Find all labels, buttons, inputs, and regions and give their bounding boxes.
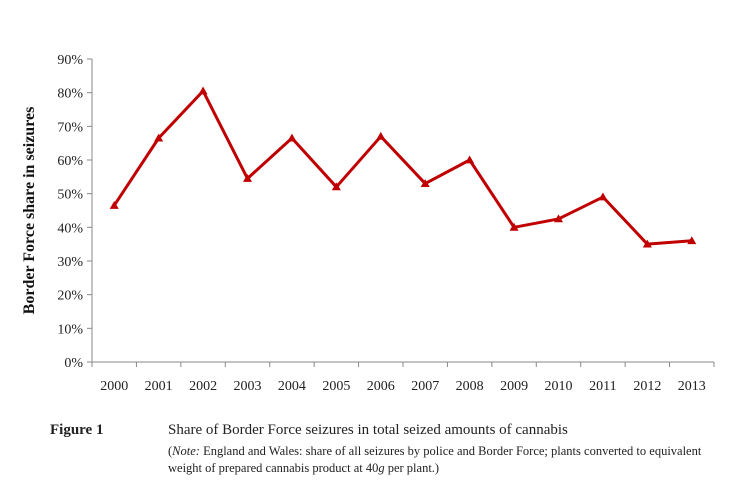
data-point-marker bbox=[420, 179, 430, 187]
data-point-marker bbox=[376, 131, 386, 140]
data-point-marker bbox=[465, 155, 475, 164]
x-tick-label: 2003 bbox=[234, 379, 262, 394]
figure-label: Figure 1 bbox=[50, 422, 104, 438]
y-tick-label: 80% bbox=[57, 87, 83, 102]
y-axis: 0% 10% 20% 30% 40% 50% 60% 70% 80% 90% bbox=[57, 53, 93, 371]
y-tick-label: 20% bbox=[57, 289, 83, 304]
data-point-marker bbox=[243, 174, 252, 182]
series-group bbox=[109, 86, 697, 248]
data-point-marker bbox=[598, 192, 608, 201]
x-tick-label: 2002 bbox=[189, 379, 217, 394]
note-end: per plant.) bbox=[384, 461, 440, 475]
x-tick-label: 2009 bbox=[500, 379, 528, 394]
y-tick-label: 30% bbox=[57, 255, 83, 270]
y-tick-label: 0% bbox=[64, 356, 83, 371]
x-tick-label: 2007 bbox=[411, 379, 439, 394]
note-lead: Note: bbox=[172, 444, 200, 458]
y-tick-label: 90% bbox=[57, 53, 83, 68]
x-tick-label: 2011 bbox=[589, 379, 616, 394]
x-tick-label: 2013 bbox=[678, 379, 706, 394]
x-tick-label: 2005 bbox=[322, 379, 350, 394]
y-tick-label: 60% bbox=[57, 154, 83, 169]
data-point-marker bbox=[287, 133, 297, 142]
x-tick-label: 2000 bbox=[100, 379, 128, 394]
x-tick-label: 2006 bbox=[367, 379, 395, 394]
x-tick-label: 2012 bbox=[633, 379, 661, 394]
data-point-marker bbox=[687, 236, 697, 245]
figure-note: (Note: England and Wales: share of all s… bbox=[168, 443, 728, 477]
x-tick-label: 2010 bbox=[545, 379, 573, 394]
data-point-marker bbox=[554, 214, 563, 223]
y-tick-label: 10% bbox=[57, 322, 83, 337]
data-point-marker bbox=[198, 86, 208, 95]
note-unit: g bbox=[378, 461, 385, 475]
x-tick-label: 2008 bbox=[456, 379, 484, 394]
data-point-marker bbox=[109, 200, 119, 209]
note-open: ( bbox=[168, 444, 173, 458]
x-axis: 2000 2001 2002 2003 2004 2005 2006 2007 2008 2009… bbox=[91, 361, 715, 394]
series-line bbox=[112, 89, 692, 246]
data-point-marker bbox=[509, 222, 519, 231]
data-point-marker bbox=[154, 133, 164, 142]
data-point-marker bbox=[331, 182, 341, 191]
x-tick-label: 2004 bbox=[278, 379, 306, 394]
y-tick-label: 70% bbox=[57, 120, 83, 135]
y-tick-label: 40% bbox=[57, 221, 83, 236]
figure-title: Share of Border Force seizures in total … bbox=[168, 422, 568, 438]
y-tick-label: 50% bbox=[57, 188, 83, 203]
note-text: England and Wales: share of all seizures… bbox=[168, 444, 702, 475]
data-point-marker bbox=[642, 239, 652, 248]
line-chart: 0%10%20%30%40%50%60%70%80%90% 2000 2001 20… bbox=[21, 53, 715, 394]
y-axis-label: Border Force share in seizures bbox=[21, 107, 38, 315]
x-tick-label: 2001 bbox=[145, 379, 173, 394]
